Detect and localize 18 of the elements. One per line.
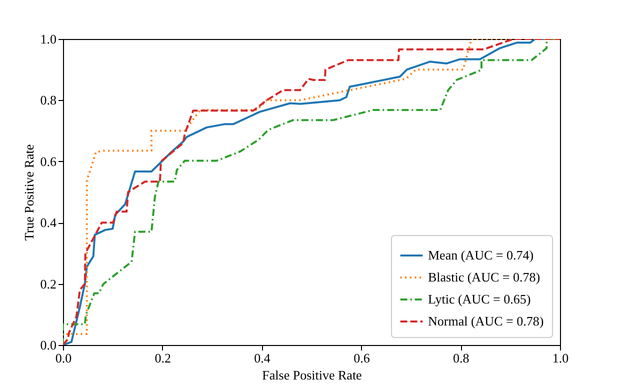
x-axis-title: False Positive Rate — [262, 368, 362, 382]
y-tick-label: 0.2 — [40, 276, 56, 292]
x-tick-label: 0.2 — [154, 350, 172, 366]
y-tick-label: 0.8 — [40, 92, 56, 108]
legend-label: Blastic (AUC = 0.78) — [428, 270, 540, 284]
x-tick-label: 0.4 — [254, 350, 271, 366]
x-tick-label: 0.8 — [452, 350, 470, 366]
y-tick-label: 1.0 — [40, 32, 56, 46]
legend-label: Lytic (AUC = 0.65) — [428, 292, 531, 306]
legend-label: Normal (AUC = 0.78) — [428, 314, 544, 328]
y-tick-label: 0.4 — [40, 215, 57, 230]
y-tick-label: 0.0 — [40, 338, 56, 352]
y-tick-label: 0.6 — [40, 154, 57, 169]
y-axis-title: True Positive Rate — [21, 144, 36, 241]
x-tick-label: 0.0 — [55, 350, 72, 366]
legend-label: Mean (AUC = 0.74) — [428, 248, 534, 262]
x-tick-label: 0.6 — [354, 350, 370, 366]
x-tick-label: 1.0 — [552, 350, 569, 366]
